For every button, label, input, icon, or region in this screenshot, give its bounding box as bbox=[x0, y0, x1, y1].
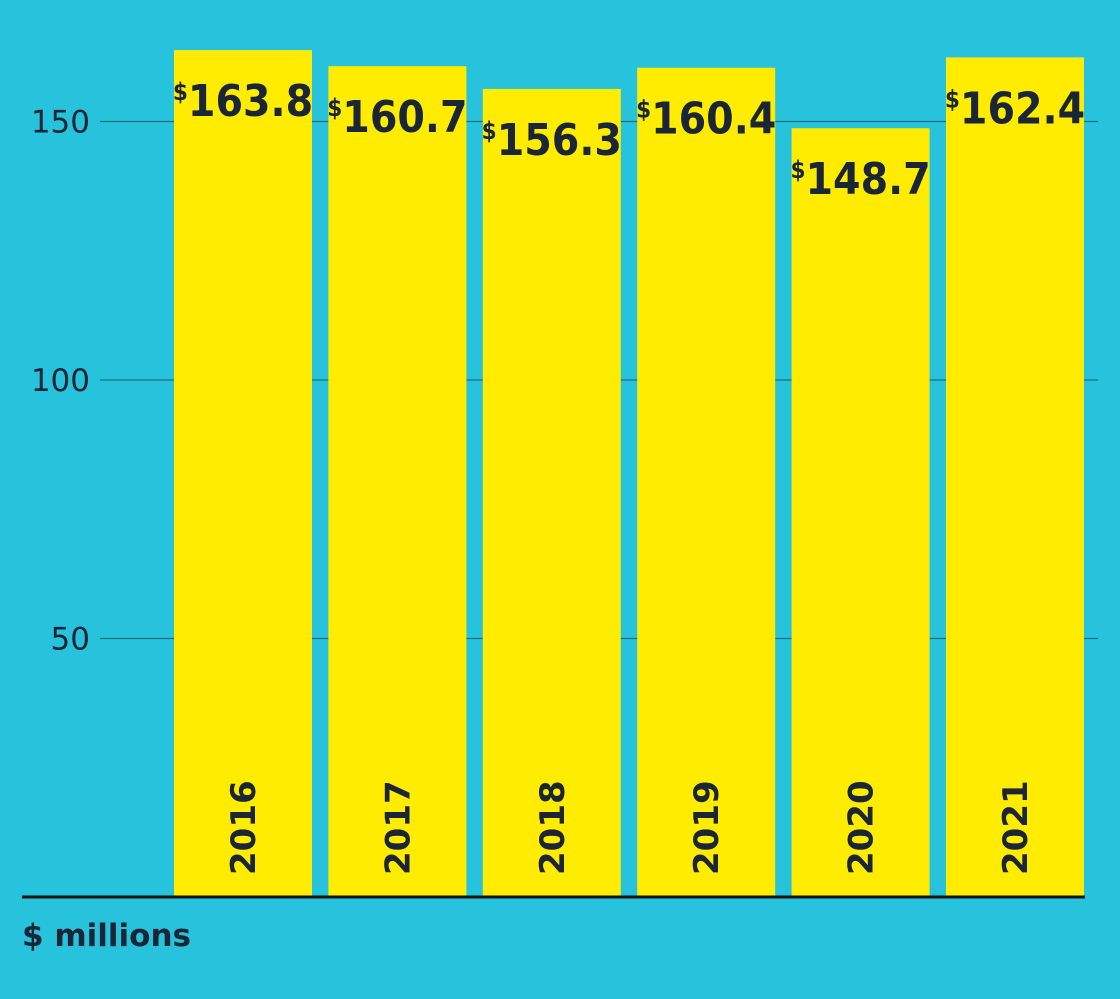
labels: 50 100 150 $163.8 2016 $160.7 2017 $156.3 2018 $1… bbox=[31, 76, 1085, 875]
data-label: $156.3 bbox=[482, 115, 622, 166]
y-tick-label: 150 bbox=[31, 105, 90, 141]
x-tick-label: 2018 bbox=[533, 780, 573, 875]
x-tick-label: 2020 bbox=[842, 780, 882, 875]
bar bbox=[482, 88, 621, 897]
bar bbox=[328, 66, 467, 897]
bar bbox=[946, 57, 1084, 898]
x-tick-label: 2019 bbox=[687, 780, 727, 875]
x-tick-label: 2021 bbox=[996, 780, 1036, 875]
x-tick-label: 2016 bbox=[224, 780, 264, 875]
unit-label: $ millions bbox=[22, 918, 191, 954]
y-tick-label: 100 bbox=[31, 363, 90, 399]
data-label: $162.4 bbox=[945, 83, 1085, 134]
bar bbox=[791, 128, 930, 897]
y-tick-label: 50 bbox=[51, 622, 90, 658]
data-label: $160.4 bbox=[636, 94, 776, 145]
bar bbox=[174, 50, 312, 898]
x-tick-label: 2017 bbox=[378, 780, 418, 875]
bars bbox=[174, 50, 1084, 898]
data-label: $160.7 bbox=[327, 92, 467, 143]
data-label: $148.7 bbox=[790, 154, 930, 205]
bar bbox=[637, 67, 776, 898]
data-label: $163.8 bbox=[173, 76, 313, 127]
